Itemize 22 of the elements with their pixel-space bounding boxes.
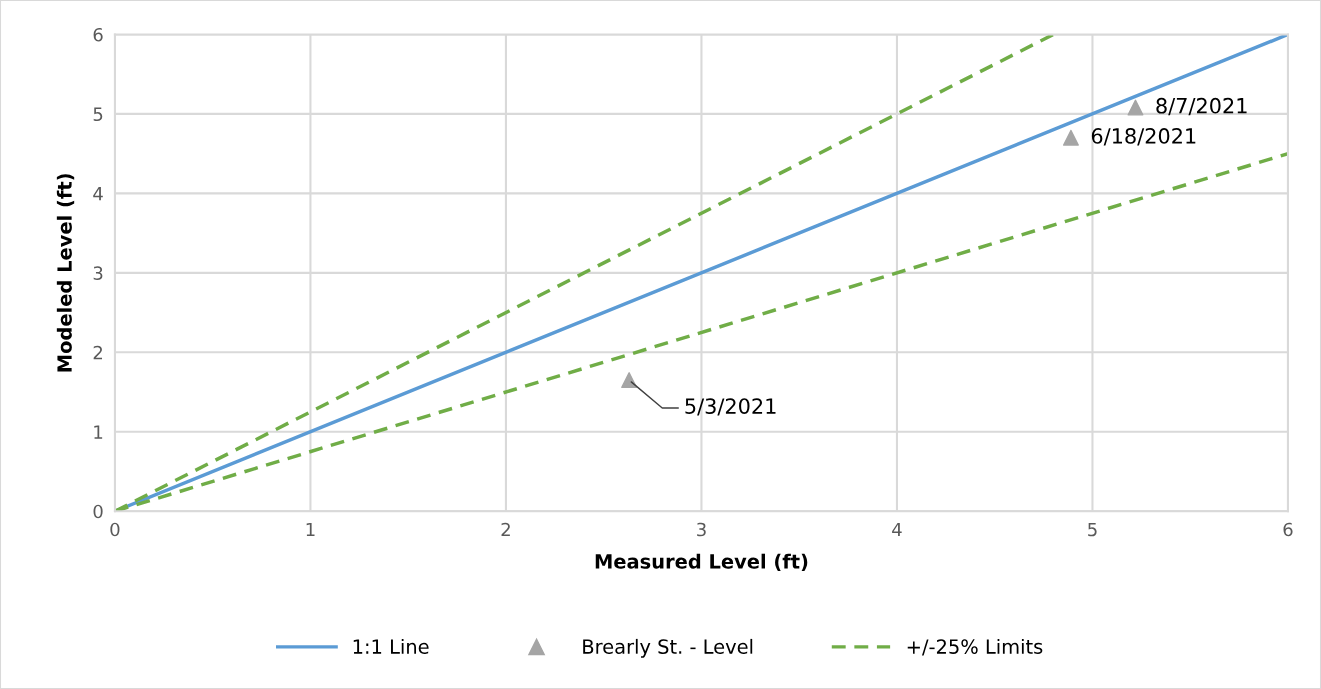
y-tick-label: 1 [94, 425, 103, 439]
legend-label: +/-25% Limits [907, 638, 1043, 656]
x-tick-label: 3 [697, 522, 706, 537]
y-axis-title: Modeled Level (ft) [56, 174, 75, 372]
legend-label: 1:1 Line [353, 638, 429, 654]
x-tick-label: 0 [110, 522, 120, 537]
x-tick-label: 6 [1283, 522, 1293, 537]
y-tick-label: 4 [93, 187, 103, 201]
legend-label: Brearly St. - Level [583, 638, 753, 658]
annotation: 8/7/2021 [1156, 97, 1247, 116]
x-tick-label: 4 [892, 522, 902, 537]
y-tick-label: 6 [93, 27, 103, 42]
y-tick-label: 2 [93, 345, 103, 360]
annotation: 6/18/2021 [1091, 128, 1196, 146]
x-tick-label: 1 [306, 522, 315, 537]
x-tick-label: 2 [501, 522, 510, 537]
y-tick-label: 0 [93, 504, 103, 519]
x-tick-label: 5 [1088, 522, 1097, 537]
y-tick-label: 3 [93, 266, 103, 280]
x-axis-title: Measured Level (ft) [595, 553, 808, 572]
y-tick-label: 5 [93, 107, 103, 122]
annotation: 5/3/2021 [685, 398, 776, 416]
